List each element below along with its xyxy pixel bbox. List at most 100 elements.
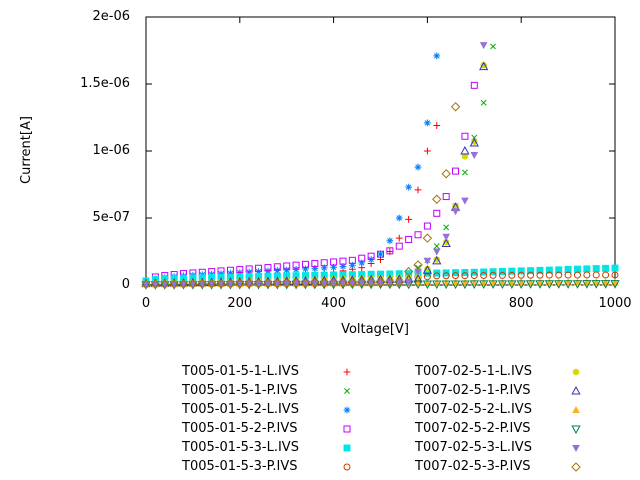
triangle-up-open-marker bbox=[479, 61, 489, 71]
triangle-down-filled-marker bbox=[442, 233, 450, 241]
square-filled-marker bbox=[517, 267, 525, 275]
series-T005-01-5-1-P.IVS bbox=[143, 43, 497, 287]
diamond-open-marker bbox=[216, 278, 226, 289]
legend-marker-circle-open bbox=[343, 463, 351, 471]
asterisk-marker bbox=[414, 163, 422, 171]
diamond-open-marker bbox=[169, 279, 179, 289]
triangle-down-filled-marker bbox=[273, 280, 282, 288]
diamond-open-marker bbox=[291, 278, 301, 288]
square-open-marker bbox=[226, 266, 234, 274]
asterisk-marker bbox=[330, 263, 337, 271]
series-T005-01-5-1-L.IVS bbox=[142, 122, 441, 288]
square-filled-marker bbox=[536, 266, 544, 274]
circle-filled-marker bbox=[442, 238, 450, 246]
x-tick-label: 1000 bbox=[598, 296, 632, 311]
legend-label: T005-01-5-1-P.IVS bbox=[182, 383, 298, 398]
plus-marker bbox=[433, 122, 441, 129]
square-open-marker bbox=[405, 235, 413, 243]
diamond-open-marker bbox=[432, 194, 442, 204]
square-open-marker bbox=[339, 257, 347, 265]
circle-open-marker bbox=[611, 271, 619, 279]
legend-marker-triangle-up-open bbox=[571, 385, 581, 395]
x-tick-label: 0 bbox=[141, 296, 151, 311]
triangle-up-filled-marker bbox=[572, 406, 580, 413]
triangle-down-filled-marker bbox=[198, 280, 207, 288]
square-filled-marker bbox=[264, 272, 272, 280]
circle-open-marker bbox=[508, 271, 516, 279]
circle-open-marker bbox=[555, 271, 563, 279]
square-filled-marker bbox=[386, 270, 394, 278]
legend-marker-square-open bbox=[343, 425, 351, 433]
asterisk-marker bbox=[395, 214, 403, 222]
square-open-marker bbox=[283, 262, 291, 270]
square-open-marker bbox=[395, 242, 403, 250]
circle-filled-marker bbox=[461, 153, 469, 160]
triangle-down-filled-marker bbox=[292, 279, 300, 287]
square-filled-marker bbox=[273, 272, 281, 280]
triangle-up-open-marker bbox=[422, 265, 433, 274]
square-open-marker bbox=[433, 209, 441, 217]
square-filled-marker bbox=[255, 272, 263, 280]
asterisk-marker bbox=[377, 250, 384, 258]
circle-filled-marker bbox=[572, 368, 580, 376]
triangle-down-open-marker bbox=[507, 280, 517, 289]
plus-marker bbox=[424, 147, 431, 155]
triangle-down-open-marker bbox=[413, 280, 423, 290]
diamond-open-marker bbox=[253, 278, 264, 289]
plus-marker bbox=[343, 368, 351, 376]
triangle-down-open-marker bbox=[441, 280, 451, 290]
square-filled-marker bbox=[611, 264, 619, 272]
triangle-down-open-marker bbox=[563, 280, 573, 289]
diamond-open-marker bbox=[571, 462, 581, 472]
asterisk-marker bbox=[424, 119, 431, 127]
square-open-marker bbox=[292, 261, 300, 269]
triangle-down-open-marker bbox=[450, 280, 461, 290]
triangle-down-filled-marker bbox=[470, 152, 479, 160]
legend-label: T007-02-5-1-L.IVS bbox=[415, 364, 532, 379]
y-tick-label: 5e-07 bbox=[92, 209, 130, 225]
legend-marker-triangle-down-open bbox=[571, 425, 581, 435]
plus-marker bbox=[395, 234, 403, 242]
asterisk-marker bbox=[302, 265, 309, 273]
triangle-up-open-marker bbox=[432, 255, 442, 265]
square-open-marker bbox=[461, 132, 469, 140]
circle-filled-marker bbox=[424, 265, 431, 273]
square-open-marker bbox=[358, 254, 366, 262]
cross-marker bbox=[480, 99, 487, 106]
diamond-open-marker bbox=[338, 277, 348, 288]
triangle-down-filled-marker bbox=[245, 280, 253, 288]
circle-open-marker bbox=[498, 271, 506, 279]
asterisk-marker bbox=[343, 406, 351, 414]
square-filled-marker bbox=[377, 270, 384, 278]
triangle-down-filled-marker bbox=[357, 279, 366, 287]
x-axis-title: Voltage[V] bbox=[341, 322, 409, 337]
triangle-down-open-marker bbox=[610, 280, 620, 289]
square-open-marker bbox=[386, 247, 394, 255]
legend-label: T007-02-5-2-P.IVS bbox=[415, 421, 531, 436]
square-filled-marker bbox=[545, 266, 553, 274]
triangle-down-open-marker bbox=[469, 280, 479, 289]
triangle-down-filled-marker bbox=[179, 281, 188, 289]
diamond-open-marker bbox=[197, 279, 207, 289]
legend-label: T005-01-5-2-P.IVS bbox=[182, 421, 298, 436]
triangle-down-filled-marker bbox=[226, 280, 235, 288]
diamond-open-marker bbox=[403, 266, 414, 277]
x-tick-label: 800 bbox=[508, 296, 534, 311]
asterisk-marker bbox=[433, 52, 441, 60]
square-open-marker bbox=[414, 231, 422, 239]
square-open-marker bbox=[452, 167, 460, 175]
circle-filled-marker bbox=[480, 62, 487, 69]
cross-marker bbox=[443, 224, 450, 231]
diamond-open-marker bbox=[450, 102, 461, 112]
triangle-down-filled-marker bbox=[151, 281, 160, 289]
asterisk-marker bbox=[386, 237, 394, 245]
plot-border bbox=[145, 16, 616, 286]
y-tick-label: 1e-06 bbox=[92, 142, 130, 158]
triangle-down-open-marker bbox=[571, 425, 581, 435]
square-filled-marker bbox=[489, 268, 497, 276]
diamond-open-marker bbox=[328, 278, 339, 288]
square-filled-marker bbox=[405, 270, 413, 278]
diamond-open-marker bbox=[244, 278, 254, 289]
triangle-down-filled-marker bbox=[217, 280, 225, 288]
asterisk-marker bbox=[283, 266, 291, 274]
